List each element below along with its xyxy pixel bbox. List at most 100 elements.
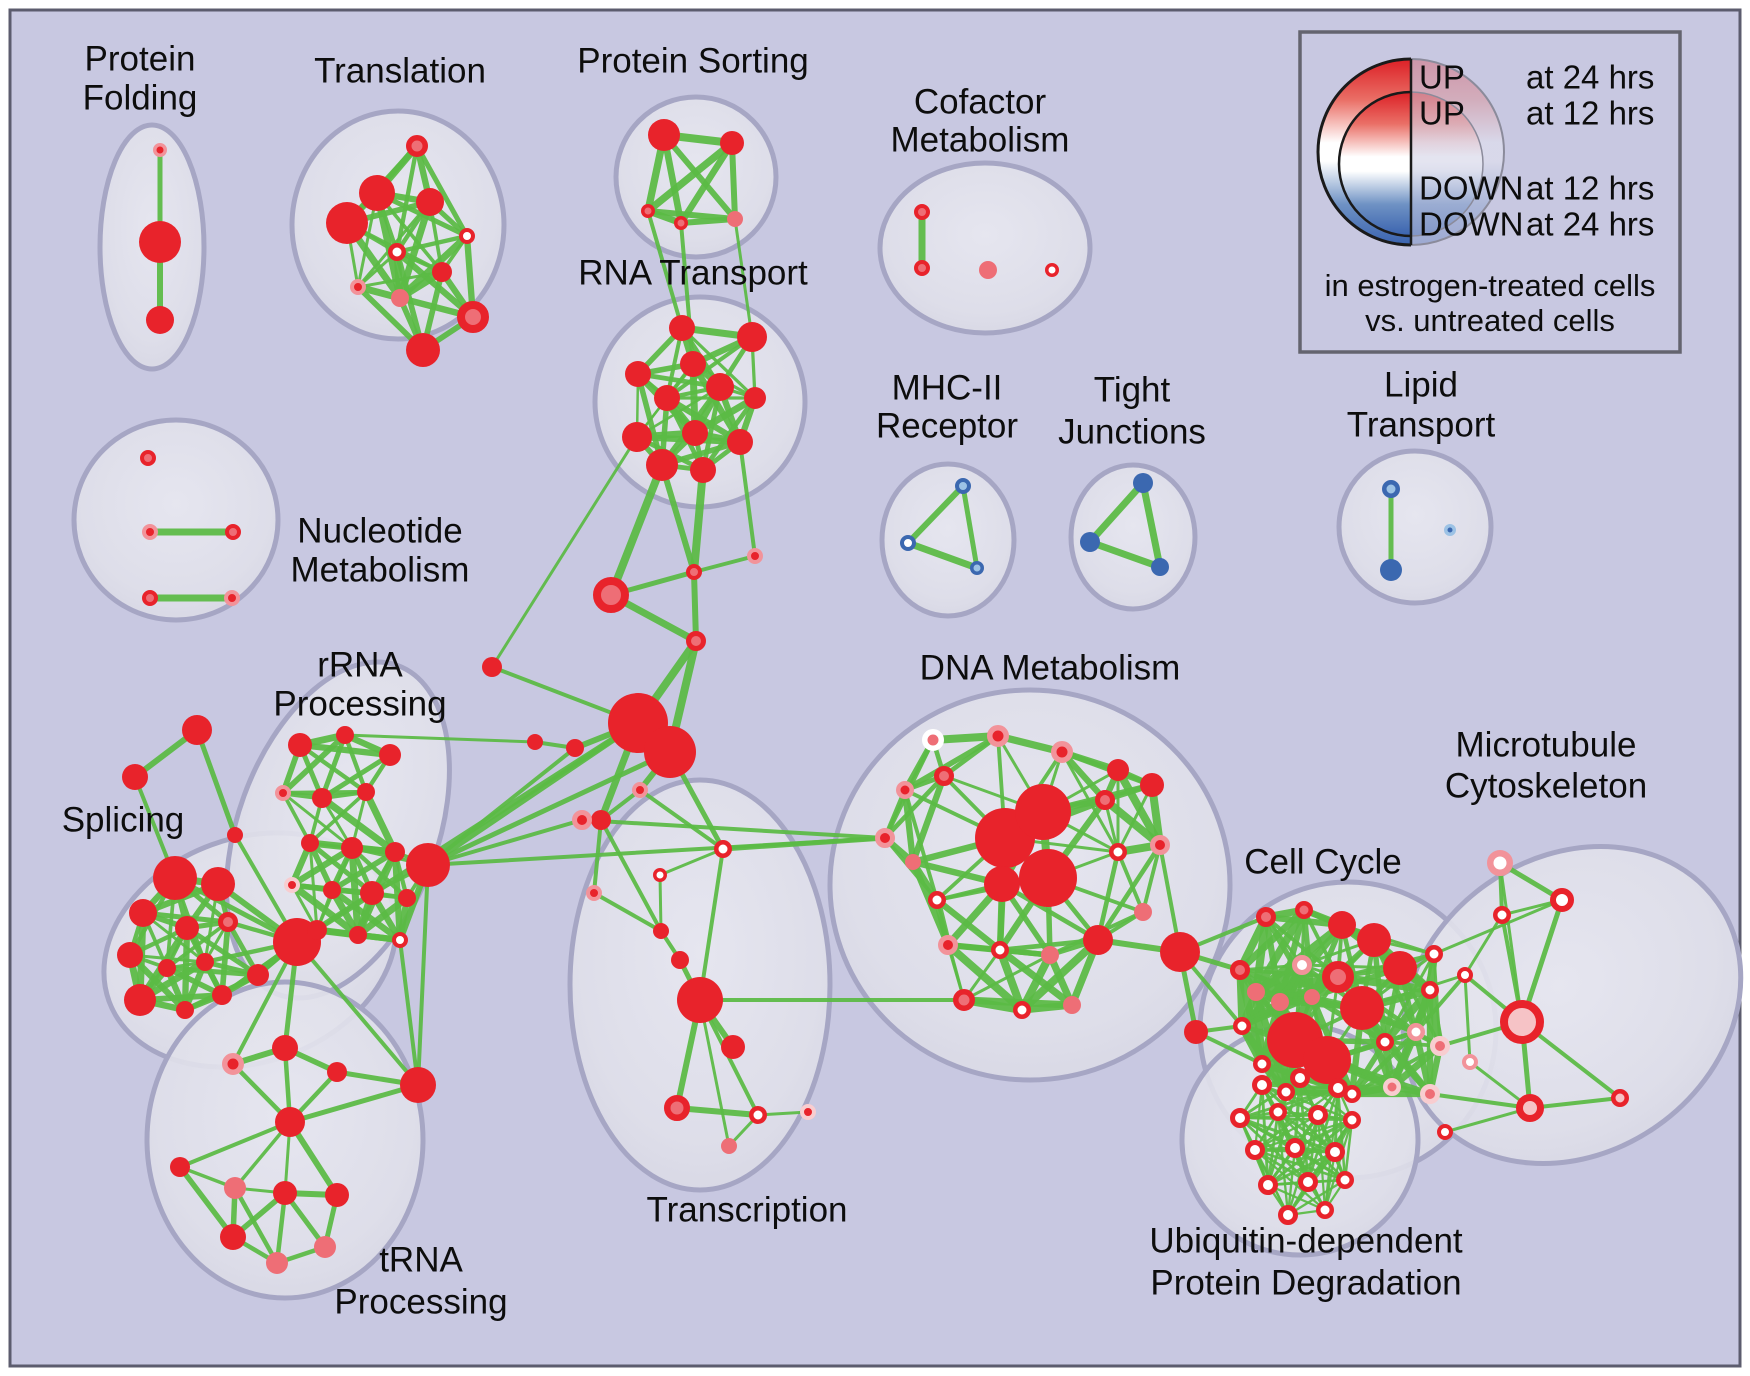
cluster-label-splicing: Splicing xyxy=(62,800,185,839)
node-pinkring-white xyxy=(1462,1054,1478,1070)
edge xyxy=(1095,842,1163,943)
node-pink xyxy=(314,1236,336,1258)
node-pink xyxy=(266,1252,288,1274)
node-pink xyxy=(979,261,997,279)
edge xyxy=(580,818,887,840)
node-red xyxy=(341,837,363,859)
edge xyxy=(1343,1118,1354,1182)
node-pink-red xyxy=(586,885,602,901)
node-pink-red xyxy=(987,725,1009,747)
cluster-label-microtubule: Microtubule xyxy=(1456,725,1637,764)
node-red-palepink xyxy=(1500,1000,1544,1044)
node-pink-red xyxy=(938,935,958,955)
node-pink-red xyxy=(747,548,763,564)
edge xyxy=(194,727,238,838)
cluster-label-cell_cycle: Cell Cycle xyxy=(1244,842,1402,881)
node-red-white xyxy=(1252,1075,1272,1095)
edge xyxy=(1266,1183,1327,1212)
node-red-white xyxy=(1258,1175,1278,1195)
cluster-label-trna: Processing xyxy=(334,1282,507,1321)
node-pink xyxy=(1063,996,1081,1014)
edge xyxy=(1139,479,1164,571)
node-red-white xyxy=(1233,1017,1251,1035)
node-blue xyxy=(1080,532,1100,552)
cluster-label-mhc: Receptor xyxy=(876,406,1018,445)
legend-direction-label: UP xyxy=(1419,95,1465,132)
node-red xyxy=(196,953,214,971)
edge xyxy=(1253,1118,1354,1152)
node-red xyxy=(175,916,199,940)
edge xyxy=(1086,479,1147,546)
edge xyxy=(933,896,1004,954)
legend-left-half xyxy=(1316,57,1411,247)
node-red xyxy=(416,188,444,216)
node-pink xyxy=(1041,946,1059,964)
node-red xyxy=(644,726,696,778)
cluster-label-protein_sorting: Protein Sorting xyxy=(577,41,809,80)
edge xyxy=(1252,906,1308,996)
node-red-white xyxy=(653,868,667,882)
cluster-label-trna: tRNA xyxy=(379,1240,463,1279)
edge xyxy=(698,847,725,1002)
node-red xyxy=(220,1224,246,1250)
edge xyxy=(691,569,699,644)
edge xyxy=(426,818,584,867)
edge xyxy=(1528,1096,1622,1110)
node-pink-red xyxy=(275,785,291,801)
node-red xyxy=(1015,784,1071,840)
node-red-pink xyxy=(140,450,156,466)
edge xyxy=(308,790,368,845)
edge xyxy=(698,998,731,1148)
node-red xyxy=(182,715,212,745)
edge xyxy=(281,791,312,845)
node-pink xyxy=(1134,903,1152,921)
legend-caption: vs. untreated cells xyxy=(1365,303,1615,338)
edge xyxy=(425,749,673,868)
edge xyxy=(1432,898,1564,956)
node-red xyxy=(1303,1036,1351,1084)
node-red xyxy=(622,422,652,452)
node-red xyxy=(721,1035,745,1059)
node-pink-red xyxy=(142,524,158,540)
node-red-white xyxy=(388,243,406,261)
node-red xyxy=(153,856,197,900)
node-red-white xyxy=(1290,1068,1310,1088)
node-pink-red xyxy=(224,590,240,606)
node-pink xyxy=(224,1177,246,1199)
node-red xyxy=(744,387,766,409)
edge xyxy=(646,209,684,330)
node-lightblue-blue xyxy=(1444,524,1456,536)
legend-box xyxy=(1298,30,1682,354)
edge xyxy=(644,139,736,215)
node-red xyxy=(379,744,401,766)
node-blue-light xyxy=(970,561,984,575)
node-red xyxy=(1107,759,1129,781)
node-red xyxy=(325,1183,349,1207)
node-pink xyxy=(721,1138,737,1154)
node-red xyxy=(400,1067,436,1103)
node-red xyxy=(385,842,405,862)
node-pink xyxy=(391,289,409,307)
cluster-label-rrna: Processing xyxy=(273,684,446,723)
cluster-label-nucleotide: Nucleotide xyxy=(297,511,462,550)
node-red-white xyxy=(459,228,475,244)
node-red-pink xyxy=(142,590,158,606)
node-red-pink xyxy=(593,577,629,613)
edge xyxy=(177,1164,236,1240)
node-red-white xyxy=(1425,945,1443,963)
edge xyxy=(287,1082,421,1125)
node-red-white xyxy=(1109,843,1127,861)
node-red xyxy=(482,657,502,677)
node-red xyxy=(122,764,148,790)
edge xyxy=(904,539,981,572)
legend-time-label: at 12 hrs xyxy=(1526,95,1654,132)
edge xyxy=(296,741,394,759)
edge xyxy=(426,746,577,867)
node-red xyxy=(1083,925,1113,955)
node-red-white xyxy=(392,932,408,948)
edge xyxy=(1253,1113,1320,1152)
node-red xyxy=(176,1001,194,1019)
edge xyxy=(1276,1086,1340,1114)
edge xyxy=(1116,850,1145,914)
